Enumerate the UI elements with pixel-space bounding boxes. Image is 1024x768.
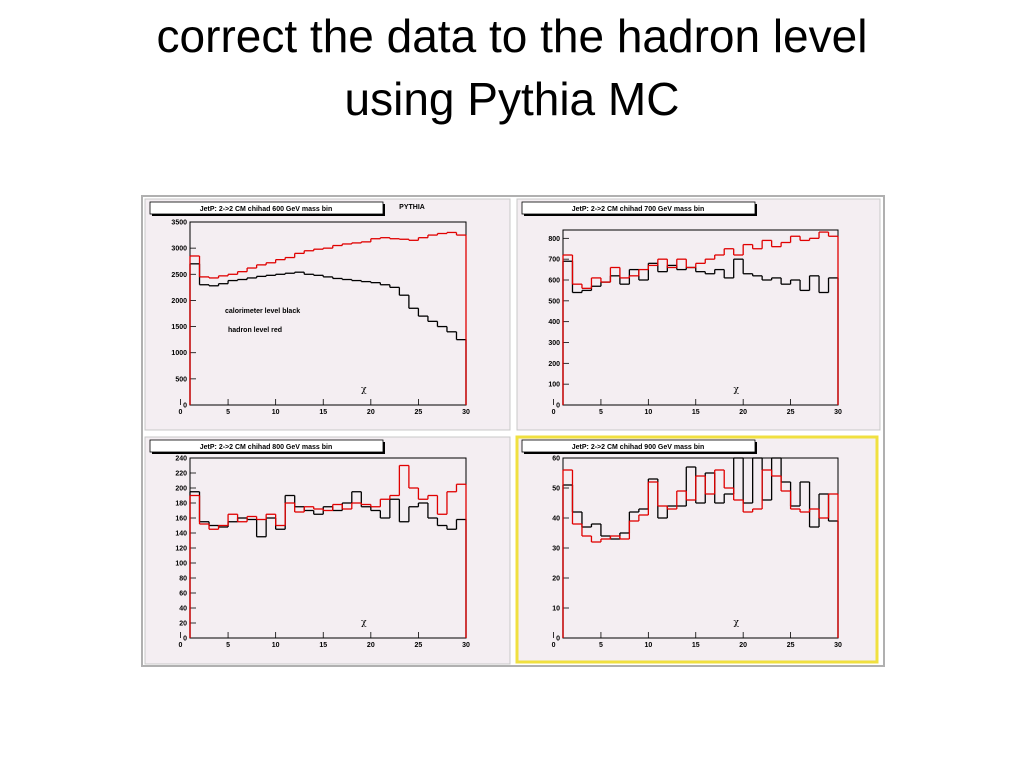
- y-tick-label: 100: [548, 382, 560, 389]
- plot-frame: [562, 457, 839, 639]
- y-tick-label: 40: [179, 606, 187, 613]
- y-tick-label: 50: [552, 486, 560, 493]
- x-tick-label: 30: [462, 642, 470, 649]
- y-tick-label: 3500: [171, 220, 187, 227]
- y-tick-label: 3000: [171, 246, 187, 253]
- y-tick-label: 40: [552, 516, 560, 523]
- x-axis-label: χ: [734, 618, 740, 628]
- x-tick-label: 30: [462, 409, 470, 416]
- y-tick-label: 80: [179, 576, 187, 583]
- x-axis-label: χ: [361, 618, 367, 628]
- x-tick-label: 0: [179, 409, 183, 416]
- y-tick-label: 500: [548, 298, 560, 305]
- x-tick-label: 5: [599, 642, 603, 649]
- panel-title: JetP: 2->2 CM chihad 700 GeV mass bin: [572, 206, 704, 213]
- y-tick-label: 800: [548, 236, 560, 243]
- annotation: PYTHIA: [399, 204, 425, 211]
- x-tick-label: 30: [834, 642, 842, 649]
- x-tick-label: 10: [272, 409, 280, 416]
- x-tick-label: 25: [415, 409, 423, 416]
- x-tick-label: 15: [319, 642, 327, 649]
- x-tick-label: 0: [552, 409, 556, 416]
- y-tick-label: 120: [175, 546, 187, 553]
- x-axis-label: χ: [734, 385, 740, 395]
- y-tick-label: 1000: [171, 350, 187, 357]
- title-box: [521, 201, 756, 215]
- y-tick-label: 20: [552, 576, 560, 583]
- plot-frame: [189, 221, 467, 406]
- y-tick-label: 2000: [171, 298, 187, 305]
- panel-title: JetP: 2->2 CM chihad 800 GeV mass bin: [200, 444, 332, 451]
- y-tick-label: 140: [175, 531, 187, 538]
- panel-title: JetP: 2->2 CM chihad 900 GeV mass bin: [572, 444, 704, 451]
- y-tick-label: 60: [179, 591, 187, 598]
- x-tick-label: 5: [599, 409, 603, 416]
- title-box: [149, 439, 384, 453]
- x-tick-label: 0: [179, 642, 183, 649]
- y-tick-label: 400: [548, 319, 560, 326]
- annotation: hadron level red: [228, 327, 282, 334]
- x-tick-label: 20: [367, 642, 375, 649]
- x-tick-label: 10: [272, 642, 280, 649]
- x-tick-label: 0: [552, 642, 556, 649]
- y-tick-label: 2500: [171, 272, 187, 279]
- y-tick-label: 600: [548, 278, 560, 285]
- y-tick-label: 0: [183, 636, 187, 643]
- y-tick-label: 700: [548, 257, 560, 264]
- plot-frame: [562, 229, 839, 406]
- y-tick-label: 240: [175, 456, 187, 463]
- y-tick-label: 100: [175, 561, 187, 568]
- y-tick-label: 60: [552, 456, 560, 463]
- y-tick-label: 10: [552, 606, 560, 613]
- x-tick-label: 20: [739, 642, 747, 649]
- x-tick-label: 25: [787, 409, 795, 416]
- x-tick-label: 10: [644, 642, 652, 649]
- x-tick-label: 15: [692, 642, 700, 649]
- x-tick-label: 15: [319, 409, 327, 416]
- y-tick-label: 200: [175, 486, 187, 493]
- x-tick-label: 5: [226, 409, 230, 416]
- y-tick-label: 30: [552, 546, 560, 553]
- y-tick-label: 0: [556, 636, 560, 643]
- y-tick-label: 180: [175, 501, 187, 508]
- y-tick-label: 300: [548, 340, 560, 347]
- x-tick-label: 25: [787, 642, 795, 649]
- plot-frame: [189, 457, 467, 639]
- title-box: [149, 201, 384, 215]
- y-tick-label: 0: [183, 403, 187, 410]
- x-tick-label: 25: [415, 642, 423, 649]
- y-tick-label: 1500: [171, 324, 187, 331]
- title-box: [521, 439, 756, 453]
- y-tick-label: 500: [175, 376, 187, 383]
- y-tick-label: 0: [556, 403, 560, 410]
- x-tick-label: 30: [834, 409, 842, 416]
- x-tick-label: 10: [644, 409, 652, 416]
- slide-title-line: using Pythia MC: [345, 73, 680, 125]
- slide-title-line: correct the data to the hadron level: [157, 10, 868, 62]
- panel-title: JetP: 2->2 CM chihad 600 GeV mass bin: [200, 206, 332, 213]
- x-tick-label: 5: [226, 642, 230, 649]
- y-tick-label: 20: [179, 621, 187, 628]
- y-tick-label: 200: [548, 361, 560, 368]
- x-axis-label: χ: [361, 385, 367, 395]
- y-tick-label: 220: [175, 471, 187, 478]
- x-tick-label: 20: [739, 409, 747, 416]
- x-tick-label: 20: [367, 409, 375, 416]
- y-tick-label: 160: [175, 516, 187, 523]
- x-tick-label: 15: [692, 409, 700, 416]
- annotation: calorimeter level black: [225, 308, 300, 315]
